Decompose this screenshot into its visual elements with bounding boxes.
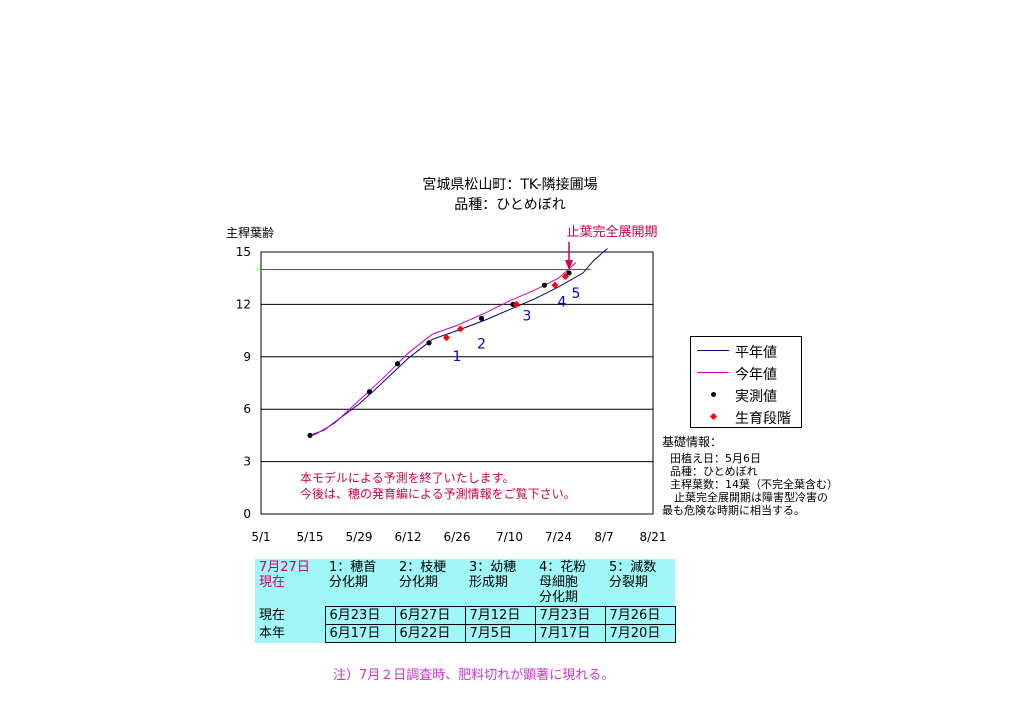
info-line: 止葉完全展開期は障害型冷害の xyxy=(674,491,828,504)
stage-number-label: 3 xyxy=(523,309,532,325)
x-tick-label: 8/21 xyxy=(640,530,667,544)
gridlines xyxy=(261,303,653,463)
stage-number-label: 5 xyxy=(572,286,581,302)
y-tick-label: 3 xyxy=(243,455,251,469)
data-points xyxy=(307,270,572,438)
row-label: 現在 xyxy=(255,606,325,625)
table-row: 現在 6月23日 6月27日 7月12日 7月23日 7月26日 xyxy=(255,606,676,625)
stage-diamond-point xyxy=(551,281,559,289)
x-tick-label: 8/7 xyxy=(594,530,613,544)
legend-label: 今年値 xyxy=(735,367,777,383)
info-line: 主稈葉数：14葉（不完全葉含む） xyxy=(670,478,838,491)
row-label: 本年 xyxy=(255,624,325,643)
measured-point xyxy=(366,389,373,395)
legend-label: 生育段階 xyxy=(735,411,791,427)
x-tick-label: 7/10 xyxy=(496,530,523,544)
info-line: 田植え日：5月6日 xyxy=(670,452,761,465)
x-tick-label: 6/12 xyxy=(395,530,422,544)
legend-diamond-icon xyxy=(709,412,718,421)
y-tick-label: 9 xyxy=(243,350,251,364)
legend-sample-line xyxy=(697,350,729,351)
table-cell: 6月17日 xyxy=(324,624,396,643)
growth-stage-table: 7月27日 現在 1：穂首 分化期 2：枝梗 分化期 3：幼穂 形成期 4：花粉… xyxy=(255,559,676,643)
stage-diamond-point xyxy=(562,272,569,280)
stop-leaf-arrow xyxy=(565,242,573,270)
table-header-stage-4: 4：花粉 母細胞 分化期 xyxy=(535,559,605,607)
basic-info: 基礎情報： 田植え日：5月6日 品種：ひとめぼれ 主稈葉数：14葉（不完全葉含む… xyxy=(662,435,838,518)
x-tick-label: 5/15 xyxy=(297,530,324,544)
table-header-row: 7月27日 現在 1：穂首 分化期 2：枝梗 分化期 3：幼穂 形成期 4：花粉… xyxy=(255,559,675,607)
stop-leaf-label: 止葉完全展開期 xyxy=(566,224,657,240)
measured-point xyxy=(394,361,401,367)
arrow-head xyxy=(565,260,573,270)
legend-item-stage: 生育段階 xyxy=(691,406,801,428)
table-cell: 7月17日 xyxy=(534,624,606,643)
y-tick-label: 6 xyxy=(243,402,251,416)
info-line: 最も危険な時期に相当する。 xyxy=(662,504,805,517)
table-cell: 7月12日 xyxy=(464,606,536,625)
y-tick-label: 15 xyxy=(236,245,251,259)
table-header-stage-3: 3：幼穂 形成期 xyxy=(465,559,535,607)
legend-sample-line xyxy=(697,372,729,373)
legend-label: 実測値 xyxy=(735,389,777,405)
table-cell: 6月27日 xyxy=(394,606,466,625)
y-tick-label: 0 xyxy=(243,507,251,521)
x-tick-label: 6/26 xyxy=(444,530,471,544)
table-header-stage-2: 2：枝梗 分化期 xyxy=(395,559,465,607)
table-cell: 6月22日 xyxy=(394,624,466,643)
measured-point xyxy=(478,315,485,321)
table-header-stage-5: 5：減数 分裂期 xyxy=(605,559,675,607)
x-tick-label: 7/24 xyxy=(545,530,572,544)
chart-title: 宮城県松山町：TK-隣接圃場 xyxy=(422,176,597,193)
x-tick-labels: 5/1 5/15 5/29 6/12 6/26 7/10 7/24 8/7 8/21 xyxy=(251,530,666,544)
table-cell: 7月26日 xyxy=(604,606,676,625)
table-cell: 7月5日 xyxy=(464,624,536,643)
table-row: 本年 6月17日 6月22日 7月5日 7月17日 7月20日 xyxy=(255,624,676,643)
series-lines xyxy=(309,248,608,436)
info-line: 品種：ひとめぼれ xyxy=(670,465,758,478)
legend-dot-icon xyxy=(711,392,716,397)
stage-diamond-point xyxy=(457,325,464,333)
message-line-1: 本モデルによる予測を終了いたします。 xyxy=(300,470,514,485)
x-tick-label: 5/29 xyxy=(346,530,373,544)
chart-subtitle: 品種：ひとめぼれ xyxy=(454,197,566,213)
series-line-1 xyxy=(313,262,577,436)
series-line-0 xyxy=(309,248,608,436)
stage-diamond-point xyxy=(443,334,450,342)
x-tick-label: 5/1 xyxy=(251,530,270,544)
measured-point xyxy=(541,282,548,288)
measured-point xyxy=(426,340,432,346)
y-tick-labels: 0 3 6 9 12 15 xyxy=(236,245,251,521)
legend-item-normal: 平年値 xyxy=(691,340,801,362)
stage-diamond-point xyxy=(513,300,520,308)
legend-label: 平年値 xyxy=(735,345,777,361)
table-header-stage-1: 1：穂首 分化期 xyxy=(325,559,395,607)
table-cell: 7月20日 xyxy=(604,624,676,643)
stage-number-label: 2 xyxy=(477,337,486,353)
info-heading: 基礎情報： xyxy=(662,435,723,449)
legend-item-this-year: 今年値 xyxy=(691,362,801,384)
footnote: 注）7月２日調査時、肥料切れが顕著に現れる。 xyxy=(333,668,615,683)
table-cell: 7月23日 xyxy=(534,606,606,625)
table-cell: 6月23日 xyxy=(324,606,396,625)
measured-point xyxy=(307,432,313,438)
chart-legend: 平年値 今年値 実測値 生育段階 xyxy=(690,336,802,428)
y-axis-label: 主稈葉齢 xyxy=(226,225,274,240)
stage-number-label: 4 xyxy=(558,295,567,311)
plot-area xyxy=(260,251,654,515)
legend-item-measured: 実測値 xyxy=(691,384,801,406)
measured-point xyxy=(566,270,572,276)
table-corner-cell: 7月27日 現在 xyxy=(255,559,325,607)
message-line-2: 今後は、穂の発育編による予測情報をご覧下さい。 xyxy=(300,486,576,501)
stage-number-label: 1 xyxy=(453,349,462,365)
stage-number-labels: 12 3 45 xyxy=(453,286,581,365)
y-tick-label: 12 xyxy=(236,297,251,311)
